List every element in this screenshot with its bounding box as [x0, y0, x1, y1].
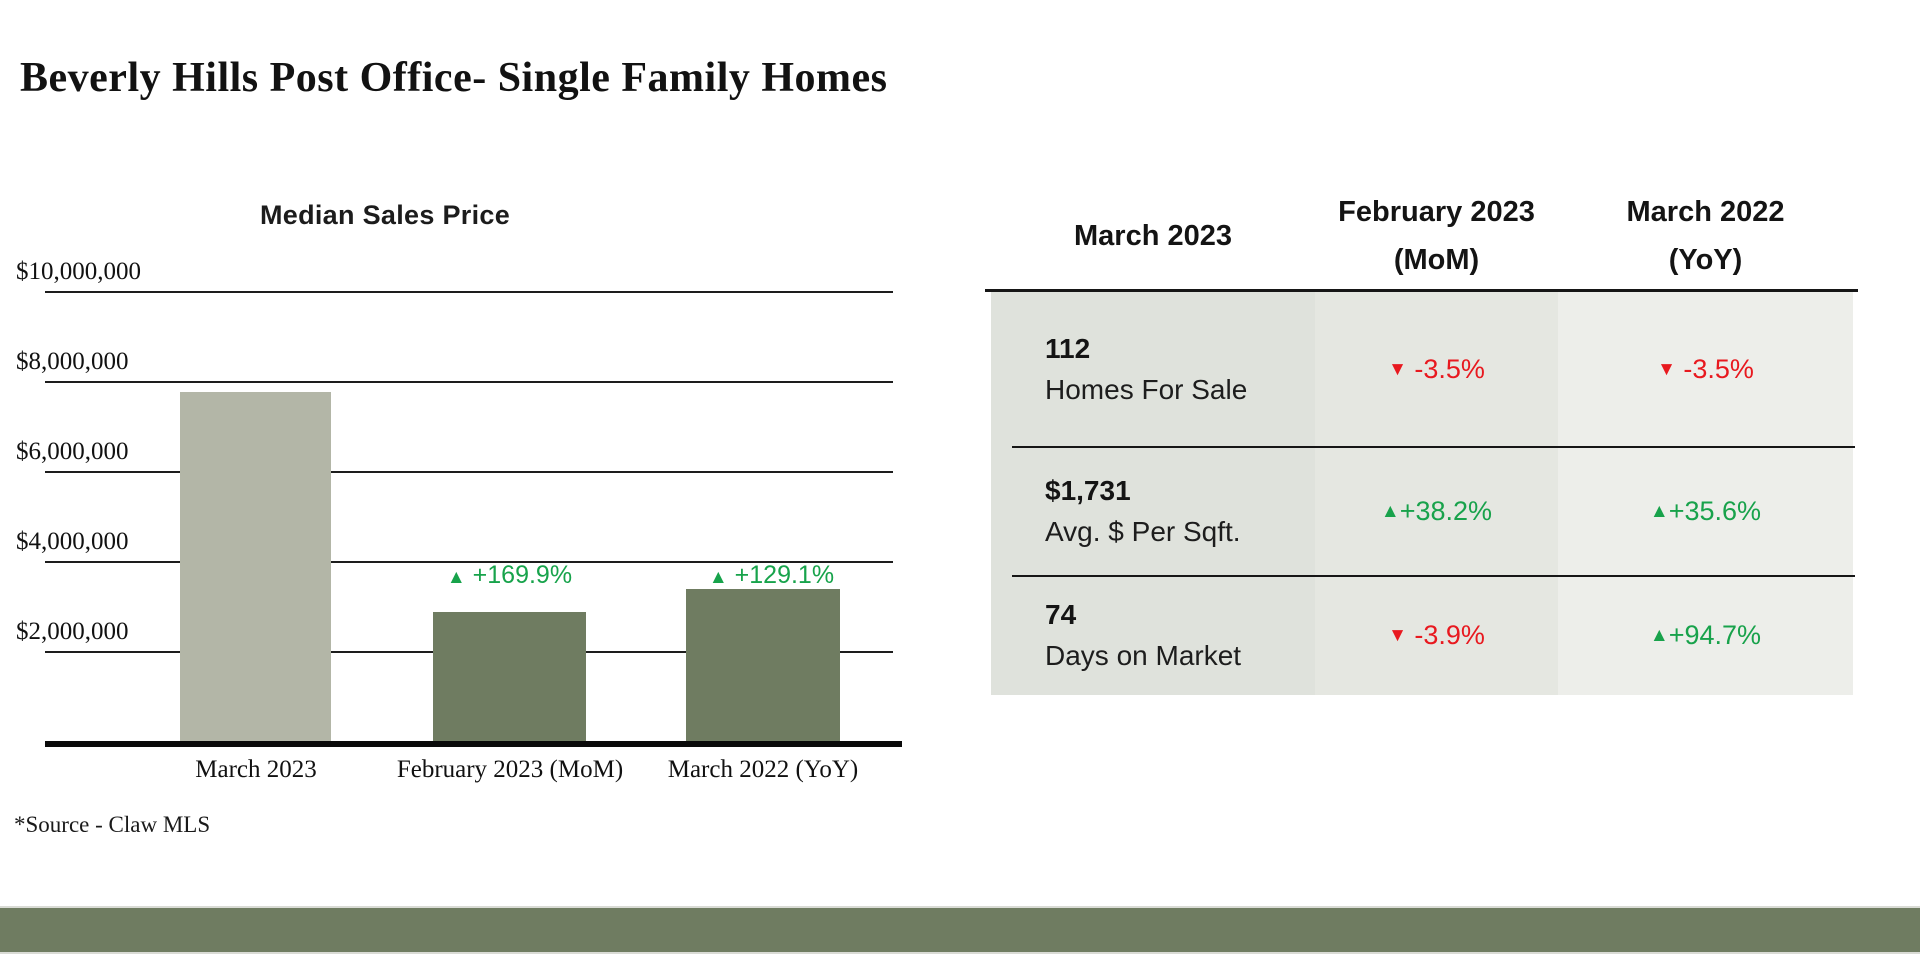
- table-header-rule: [985, 289, 1858, 292]
- metric-label: Homes For Sale: [1045, 374, 1248, 405]
- x-axis-label-march-2022: March 2022 (YoY): [667, 756, 859, 783]
- table-header-march-2023: March 2023: [1074, 220, 1232, 252]
- x-axis-label-february-2023: February 2023 (MoM): [396, 756, 624, 783]
- change-arrow-icon: ▼: [1388, 358, 1407, 380]
- change-value: +94.7%: [1668, 620, 1762, 650]
- bar-february-2023: [433, 612, 586, 741]
- y-axis-tick-6m: $6,000,000: [16, 438, 129, 465]
- change-value: +38.2%: [1399, 496, 1493, 526]
- table-header-march-2022: March 2022 (YoY): [1558, 188, 1853, 284]
- chart-title: Median Sales Price: [259, 200, 511, 230]
- gridline-8m: [45, 381, 893, 383]
- up-triangle-icon: ▲: [446, 567, 466, 588]
- metric-value: 112: [1045, 333, 1091, 364]
- change-value: -3.5%: [1675, 354, 1754, 384]
- change-cell-homes-mom: ▼ -3.5%: [1315, 292, 1558, 447]
- change-value: +35.6%: [1668, 496, 1762, 526]
- table-row-days-on-market: 74 Days on Market: [991, 576, 1315, 695]
- header-line2: (MoM): [1393, 244, 1480, 276]
- change-cell-sqft-mom: ▲ +38.2%: [1315, 447, 1558, 576]
- change-cell-sqft-yoy: ▲ +35.6%: [1558, 447, 1853, 576]
- header-line2: (YoY): [1668, 244, 1743, 276]
- change-arrow-icon: ▼: [1388, 624, 1407, 646]
- change-value: -3.9%: [1406, 620, 1485, 650]
- bar-march-2023: [180, 392, 331, 741]
- change-value: -3.5%: [1406, 354, 1485, 384]
- table-row-homes-for-sale: 112 Homes For Sale: [991, 292, 1315, 447]
- gridline-6m: [45, 471, 893, 473]
- source-note: *Source - Claw MLS: [14, 812, 211, 837]
- table-row-divider: [1012, 575, 1855, 577]
- x-axis-baseline: [45, 741, 902, 747]
- header-line1: March 2022: [1626, 196, 1785, 228]
- metric-label: Days on Market: [1045, 640, 1242, 671]
- bar-annotation-mom: ▲ +169.9%: [433, 561, 586, 591]
- up-triangle-icon: ▲: [708, 567, 728, 588]
- y-axis-tick-8m: $8,000,000: [16, 348, 129, 375]
- change-arrow-icon: ▲: [1649, 500, 1669, 522]
- change-arrow-icon: ▼: [1657, 358, 1676, 380]
- stats-table: 112 Homes For Sale ▼ -3.5% ▼ -3.5% $1,73…: [991, 292, 1853, 695]
- change-cell-homes-yoy: ▼ -3.5%: [1558, 292, 1853, 447]
- gridline-10m: [45, 291, 893, 293]
- annotation-text: +169.9%: [465, 561, 573, 589]
- x-axis-label-march-2023: March 2023: [195, 756, 317, 783]
- y-axis-tick-4m: $4,000,000: [16, 528, 129, 555]
- page-title: Beverly Hills Post Office- Single Family…: [20, 55, 888, 101]
- gridline-4m: [45, 561, 893, 563]
- header-line1: February 2023: [1338, 196, 1535, 228]
- change-arrow-icon: ▲: [1649, 624, 1669, 646]
- annotation-text: +129.1%: [727, 561, 835, 589]
- y-axis-tick-2m: $2,000,000: [16, 618, 129, 645]
- bar-march-2022: [686, 589, 840, 741]
- metric-label: Avg. $ Per Sqft.: [1045, 516, 1241, 547]
- table-row-avg-per-sqft: $1,731 Avg. $ Per Sqft.: [991, 447, 1315, 576]
- bar-annotation-yoy: ▲ +129.1%: [695, 561, 848, 591]
- change-arrow-icon: ▲: [1380, 500, 1400, 522]
- footer-band: [0, 906, 1920, 954]
- table-row-divider: [1012, 446, 1855, 448]
- metric-value: 74: [1045, 599, 1077, 630]
- change-cell-dom-mom: ▼ -3.9%: [1315, 576, 1558, 695]
- metric-value: $1,731: [1045, 475, 1131, 506]
- change-cell-dom-yoy: ▲ +94.7%: [1558, 576, 1853, 695]
- table-header-february-2023: February 2023 (MoM): [1315, 188, 1558, 284]
- y-axis-tick-10m: $10,000,000: [16, 258, 141, 285]
